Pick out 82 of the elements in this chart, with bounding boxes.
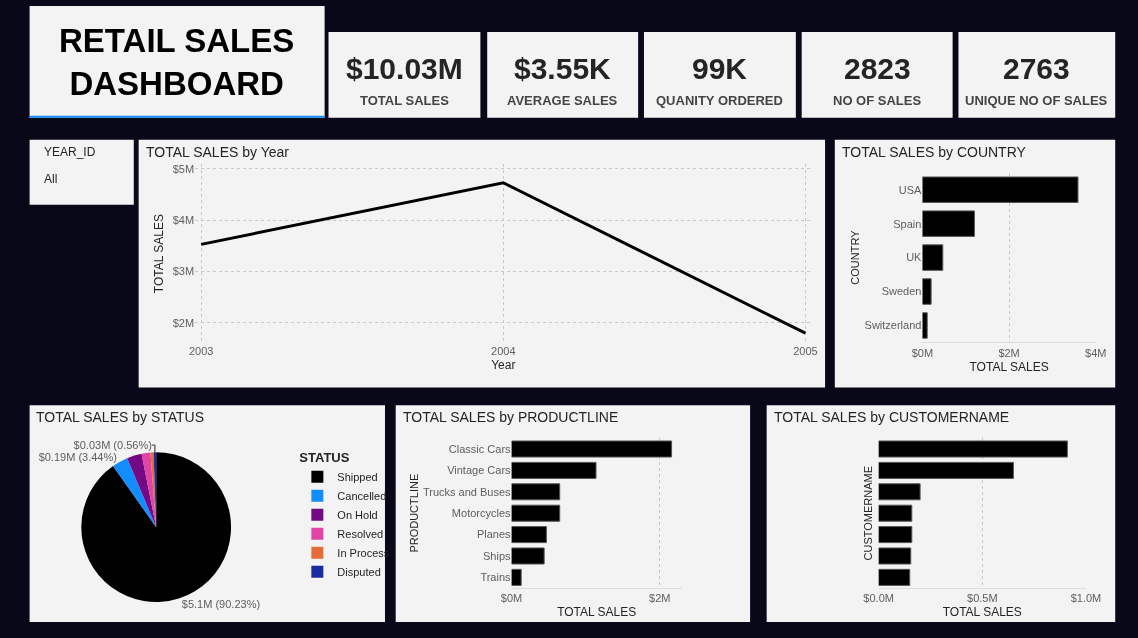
bar — [922, 244, 944, 271]
text: QUANITY ORDERED — [656, 93, 783, 108]
text: 99K — [692, 52, 748, 85]
x-tick-label: 2005 — [793, 345, 818, 358]
text: UNIQUE NO OF SALES — [965, 93, 1108, 108]
bar — [878, 547, 912, 565]
bar — [878, 461, 1014, 479]
bar — [878, 483, 921, 501]
text: 2763 — [1003, 52, 1070, 85]
y-tick-label: $3M — [172, 265, 195, 278]
y-axis-title: PRODUCTLINE — [407, 473, 420, 553]
bar — [511, 568, 522, 586]
y-tick-label: UK — [906, 251, 923, 264]
y-axis-title: COUNTRY — [849, 229, 862, 285]
bar — [511, 483, 561, 501]
x-tick-label: $2M — [649, 592, 671, 605]
y-tick-label: $5M — [172, 162, 195, 175]
bar — [922, 176, 1079, 203]
text: YEAR_ID — [44, 145, 96, 159]
x-tick-label: $4M — [1085, 346, 1107, 359]
chart-title: TOTAL SALES by PRODUCTLINE — [403, 409, 619, 425]
legend-label: On Hold — [337, 508, 378, 521]
chart-title: TOTAL SALES by STATUS — [36, 409, 205, 425]
x-tick-label: $0M — [500, 592, 523, 605]
x-axis-title: TOTAL SALES — [969, 359, 1049, 374]
bar — [878, 568, 911, 586]
text: $10.03M — [346, 52, 463, 85]
y-tick-label: Trains — [480, 571, 512, 584]
legend-label: Disputed — [337, 565, 381, 578]
y-tick-label: Ships — [483, 549, 512, 562]
y-axis-title: TOTAL SALES — [152, 214, 167, 294]
data-label: $5.1M (90.23%) — [181, 598, 261, 611]
chart-title: TOTAL SALES by COUNTRY — [842, 144, 1027, 160]
y-tick-label: Spain — [893, 217, 922, 230]
bar — [511, 547, 545, 565]
x-tick-label: 2003 — [188, 345, 214, 358]
x-tick-label: $0.5M — [967, 592, 998, 605]
y-tick-label: Motorcycles — [451, 507, 512, 520]
y-tick-label: Classic Cars — [448, 442, 512, 455]
text: NO OF SALES — [833, 93, 922, 108]
chart-title: TOTAL SALES by Year — [146, 144, 290, 160]
chart-title: TOTAL SALES by CUSTOMERNAME — [774, 409, 1010, 425]
y-tick-label: $2M — [172, 316, 195, 329]
x-tick-label: $1.0M — [1070, 592, 1102, 605]
x-tick-label: $2M — [998, 346, 1020, 359]
text: $3.55K — [514, 52, 612, 85]
legend-label: Shipped — [337, 470, 378, 483]
bar — [922, 278, 932, 305]
y-tick-label: Trucks and Buses — [422, 485, 512, 498]
bar — [511, 504, 561, 522]
text: RETAIL SALES DASHBOARD — [59, 22, 295, 102]
bar — [878, 504, 913, 522]
legend-title: STATUS — [299, 450, 350, 466]
text: AVERAGE SALES — [507, 93, 618, 108]
pie-slice — [127, 453, 157, 528]
bar — [511, 461, 597, 479]
x-axis-title: TOTAL SALES — [557, 605, 637, 620]
y-tick-label: Sweden — [881, 285, 922, 298]
y-tick-label: $4M — [172, 214, 195, 227]
pie-slice — [81, 452, 232, 602]
y-tick-label: Planes — [476, 528, 512, 541]
legend-label: Resolved — [337, 527, 384, 540]
y-tick-label: Vintage Cars — [447, 464, 512, 477]
data-label: $0.19M (3.44%) — [38, 451, 117, 464]
bar — [878, 526, 913, 544]
x-axis-title: TOTAL SALES — [942, 605, 1022, 620]
x-tick-label: 2004 — [491, 345, 516, 358]
data-label: $0.03M (0.56%) — [73, 439, 152, 452]
text: 2823 — [844, 52, 911, 85]
x-axis-title: Year — [491, 358, 516, 373]
text: TOTAL SALES — [360, 93, 450, 108]
bar — [922, 210, 975, 237]
bar — [511, 526, 547, 544]
bar — [922, 312, 928, 339]
y-axis-title: CUSTOMERNAME — [862, 465, 875, 561]
bar — [511, 440, 673, 458]
bar — [878, 440, 1068, 458]
y-tick-label: USA — [898, 183, 923, 196]
x-tick-label: $0M — [911, 346, 934, 359]
x-tick-label: $0.0M — [863, 592, 894, 605]
y-tick-label: Switzerland — [864, 319, 922, 332]
text: All — [44, 172, 58, 186]
